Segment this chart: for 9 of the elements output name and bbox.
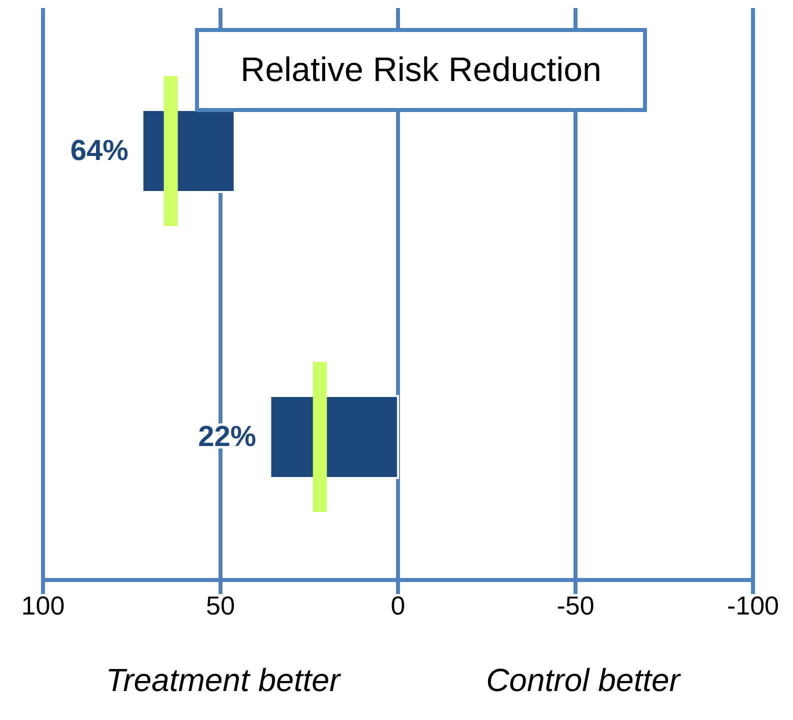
- data-label: 64%: [70, 135, 129, 167]
- x-tick-label: 100: [21, 590, 65, 620]
- text: Relative Risk Reduction: [195, 28, 647, 112]
- x-tick-label: 50: [206, 590, 235, 620]
- x-tick-label: -100: [726, 590, 780, 620]
- x-tick-label: 0: [390, 590, 406, 620]
- text: Treatment better: [104, 662, 342, 699]
- text: Control better: [485, 662, 682, 699]
- x-tick-label: -50: [556, 590, 594, 620]
